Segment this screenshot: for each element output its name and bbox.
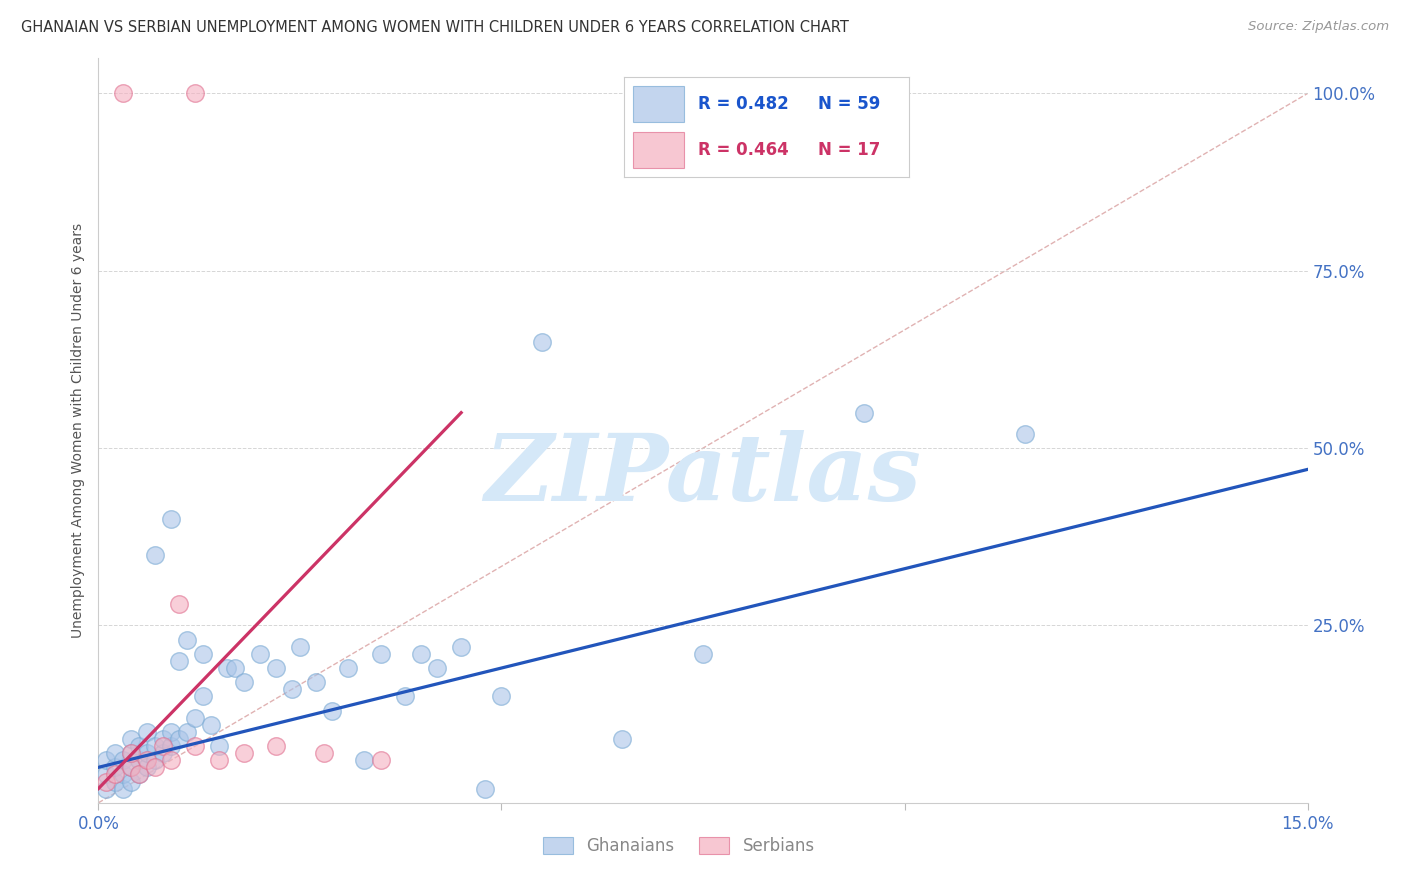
Ghanaians [249,647,271,661]
Ghanaians [103,774,125,789]
Ghanaians [167,654,190,668]
Ghanaians [143,548,166,562]
Ghanaians [450,640,472,654]
Ghanaians [103,760,125,774]
Ghanaians [135,724,157,739]
Ghanaians [409,647,432,661]
Ghanaians [288,640,311,654]
Ghanaians [208,739,231,753]
Ghanaians [120,760,142,774]
Ghanaians [96,767,118,781]
Ghanaians [128,739,150,753]
Ghanaians [143,753,166,767]
Text: GHANAIAN VS SERBIAN UNEMPLOYMENT AMONG WOMEN WITH CHILDREN UNDER 6 YEARS CORRELA: GHANAIAN VS SERBIAN UNEMPLOYMENT AMONG W… [21,20,849,35]
Ghanaians [135,746,157,760]
Ghanaians [217,661,239,675]
Serbians [184,739,207,753]
Ghanaians [96,753,118,767]
Ghanaians [111,767,134,781]
Serbians [143,760,166,774]
Serbians [135,753,157,767]
Ghanaians [612,731,634,746]
Serbians [160,753,183,767]
Ghanaians [692,647,714,661]
Serbians [96,774,118,789]
Ghanaians [1014,426,1036,441]
Ghanaians [160,739,183,753]
Ghanaians [426,661,449,675]
Ghanaians [200,718,222,732]
Ghanaians [111,753,134,767]
Ghanaians [176,724,198,739]
Serbians [152,739,174,753]
Ghanaians [128,767,150,781]
Ghanaians [305,675,328,690]
Ghanaians [264,661,287,675]
Ghanaians [120,746,142,760]
Ghanaians [853,406,876,420]
Legend: Ghanaians, Serbians: Ghanaians, Serbians [536,830,821,862]
Y-axis label: Unemployment Among Women with Children Under 6 years: Unemployment Among Women with Children U… [72,223,86,638]
Ghanaians [152,731,174,746]
Text: ZIPatlas: ZIPatlas [485,430,921,520]
Ghanaians [120,731,142,746]
Ghanaians [103,746,125,760]
Ghanaians [167,731,190,746]
Ghanaians [474,781,496,796]
Ghanaians [337,661,360,675]
Ghanaians [160,724,183,739]
Text: Source: ZipAtlas.com: Source: ZipAtlas.com [1249,20,1389,33]
Ghanaians [491,690,513,704]
Ghanaians [353,753,375,767]
Ghanaians [128,753,150,767]
Serbians [370,753,392,767]
Ghanaians [281,682,304,697]
Ghanaians [370,647,392,661]
Serbians [128,767,150,781]
Ghanaians [530,334,553,349]
Ghanaians [96,781,118,796]
Serbians [264,739,287,753]
Ghanaians [135,760,157,774]
Serbians [103,767,125,781]
Ghanaians [321,704,343,718]
Serbians [120,746,142,760]
Serbians [184,87,207,101]
Serbians [120,760,142,774]
Ghanaians [176,632,198,647]
Serbians [167,597,190,611]
Serbians [232,746,254,760]
Ghanaians [193,690,215,704]
Ghanaians [111,781,134,796]
Ghanaians [120,774,142,789]
Serbians [208,753,231,767]
Serbians [111,87,134,101]
Ghanaians [143,739,166,753]
Ghanaians [152,746,174,760]
Ghanaians [160,512,183,526]
Serbians [314,746,336,760]
Ghanaians [184,711,207,725]
Ghanaians [232,675,254,690]
Ghanaians [394,690,416,704]
Ghanaians [224,661,246,675]
Ghanaians [193,647,215,661]
